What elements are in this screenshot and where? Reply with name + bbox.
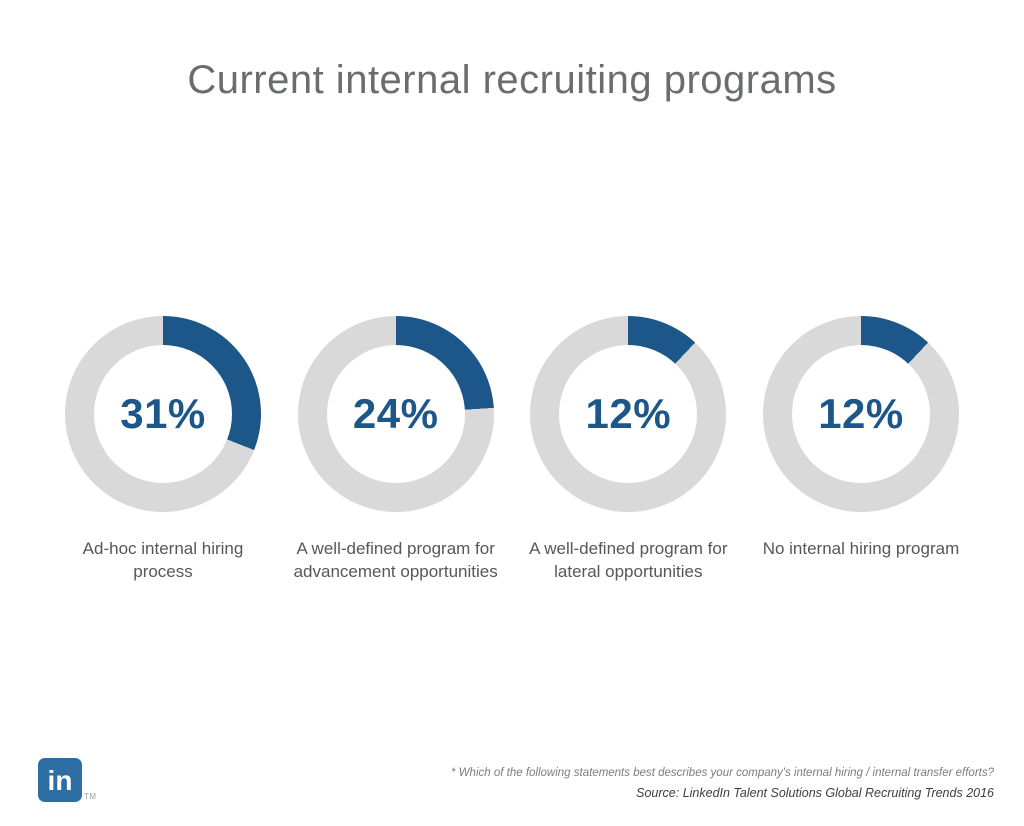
donut-hole: 31% (94, 345, 232, 483)
donut-label: A well-defined program for advancement o… (293, 539, 498, 581)
donut-chart-adhoc: 31% (65, 316, 261, 512)
donut-chart-lateral: 12% (530, 316, 727, 512)
donut-chart-advancement: 24% (297, 316, 494, 512)
source-attribution: Source: LinkedIn Talent Solutions Global… (636, 786, 994, 800)
footer-notes: * Which of the following statements best… (451, 767, 994, 800)
donut-label: No internal hiring program (762, 539, 960, 558)
donut-label: A well-defined program for lateral oppor… (529, 539, 728, 581)
donut-column-2: 24% A well-defined program for advanceme… (283, 316, 509, 584)
page-title: Current internal recruiting programs (187, 58, 837, 102)
trademark-label: TM (84, 792, 97, 801)
donut-label: Ad-hoc internal hiring process (82, 539, 244, 581)
donut-column-1: 31% Ad-hoc internal hiring process (50, 316, 276, 584)
donut-value: 31% (120, 390, 206, 437)
linkedin-logo-text: in (47, 765, 73, 796)
donut-value: 24% (352, 390, 439, 437)
donut-column-4: 12% No internal hiring program (748, 316, 974, 584)
donut-chart-row: 31% Ad-hoc internal hiring process 24% A… (0, 316, 1024, 584)
donut-column-3: 12% A well-defined program for lateral o… (515, 316, 741, 584)
donut-hole: 12% (559, 345, 698, 483)
survey-question-footnote: * Which of the following statements best… (451, 767, 994, 779)
donut-value: 12% (818, 390, 904, 437)
donut-hole: 12% (791, 345, 930, 483)
donut-hole: 24% (326, 345, 465, 483)
donut-value: 12% (585, 390, 672, 437)
linkedin-logo-box: in (38, 758, 82, 802)
linkedin-logo: in TM (38, 758, 97, 802)
donut-chart-none: 12% (762, 316, 959, 512)
